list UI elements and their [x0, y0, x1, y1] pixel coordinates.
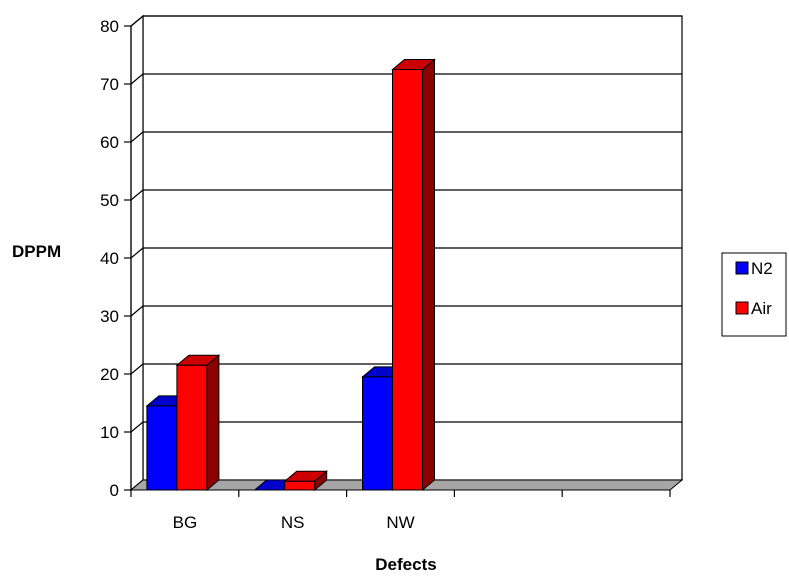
y-tick-label: 30 — [100, 307, 119, 326]
gridline-side — [130, 421, 144, 433]
gridline-side — [130, 363, 144, 375]
gridline-side — [130, 189, 144, 201]
x-tick-label: BG — [173, 513, 198, 532]
y-tick-label: 70 — [100, 75, 119, 94]
gridline-side — [130, 131, 144, 143]
bar-side — [422, 58, 435, 492]
y-tick-label: 10 — [100, 423, 119, 442]
bar-front — [362, 376, 393, 491]
legend-label-n2: N2 — [751, 259, 773, 278]
gridline-side — [130, 247, 144, 259]
legend: N2 Air — [721, 252, 787, 337]
gridline-side — [130, 15, 144, 27]
x-tick-label: NS — [281, 513, 305, 532]
y-tick-label: 20 — [100, 365, 119, 384]
bar-air-nw — [391, 58, 436, 492]
gridline-side — [130, 305, 144, 317]
legend-box — [721, 252, 787, 337]
bar-side — [206, 354, 220, 492]
bar-front — [176, 364, 208, 491]
y-tick-label: 40 — [100, 249, 119, 268]
bar-front — [146, 405, 178, 491]
legend-swatch-n2 — [735, 261, 749, 275]
x-tick-label: NW — [386, 513, 414, 532]
bar-air-ns — [283, 470, 329, 492]
y-axis-title: DPPM — [12, 242, 61, 261]
x-axis-title: Defects — [375, 555, 436, 574]
legend-label-air: Air — [751, 299, 772, 318]
axes: 0 10 20 30 40 50 60 70 80 BG NS NW — [100, 17, 671, 532]
bars — [145, 58, 436, 492]
bar-front — [392, 69, 423, 491]
y-tick-label: 50 — [100, 191, 119, 210]
y-tick-label: 0 — [110, 481, 119, 500]
y-tick-label: 80 — [100, 17, 119, 36]
bar-front — [284, 480, 316, 491]
y-tick-label: 60 — [100, 133, 119, 152]
legend-swatch-air — [735, 301, 749, 315]
gridline-side — [130, 73, 144, 85]
bar-air-bg — [175, 354, 221, 492]
